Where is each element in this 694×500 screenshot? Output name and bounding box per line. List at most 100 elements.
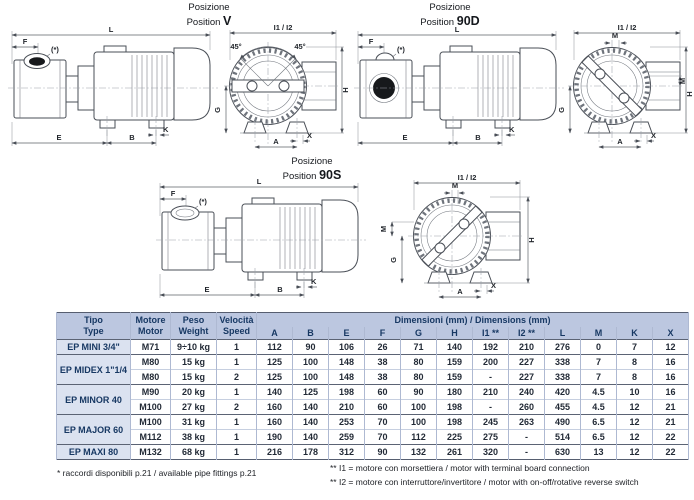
dim-subheader-row: A B E F G H I1 ** I2 ** L M K X	[57, 326, 690, 340]
position-code-90s: 90S	[319, 167, 342, 182]
dim-column-header: X	[651, 326, 690, 340]
value-cell: 514	[544, 429, 581, 445]
table-row: EP MINOR 40 M90 20 kg 1 140 125 198 60 90 180 210 2…	[56, 384, 690, 415]
value-cell: -	[472, 399, 509, 415]
value-cell: 455	[544, 399, 581, 415]
value-cell: 7	[580, 354, 617, 370]
value-cell: 100	[400, 414, 437, 430]
spec-table-head: Tipo Type Motore Motor Peso Weight Velocità…	[56, 312, 690, 340]
dim-label-k: K	[509, 125, 515, 134]
value-cell: 4.5	[580, 399, 617, 415]
dim-column-header: I1 **	[472, 326, 509, 340]
title-position: Position	[282, 170, 317, 182]
dim-column-header: M	[580, 326, 617, 340]
dim-label-b: B	[475, 133, 481, 142]
value-cell: 140	[292, 414, 329, 430]
dim-label-i12: I1 / I2	[274, 23, 293, 32]
dim-label-f: F	[171, 189, 176, 198]
dim-column-header: L	[544, 326, 581, 340]
dim-label-b: B	[129, 133, 135, 142]
value-cell: 312	[328, 444, 365, 460]
value-cell: 216	[256, 444, 293, 460]
dim-column-header: F	[364, 326, 401, 340]
value-cell: 22	[651, 429, 690, 445]
value-cell: 240	[508, 384, 545, 400]
motor-end-cap	[519, 47, 557, 121]
dim-label-m-top: M	[612, 31, 618, 40]
position-code-v: V	[223, 13, 232, 28]
value-cell: 148	[328, 354, 365, 370]
value-cell: 630	[544, 444, 581, 460]
dim-label-a: A	[273, 137, 279, 146]
value-cell: 132	[400, 444, 437, 460]
dim-column-header: H	[436, 326, 473, 340]
pump-port-top	[375, 52, 395, 61]
value-cell: -	[472, 369, 509, 385]
table-row: EP MINI 3/4" M71 9÷10 kg 1 112 90 106 26 71 140 19…	[56, 339, 690, 355]
table-row: EP MAXI 80 M132 68 kg 1 216 178 312 90 132 261 320…	[56, 444, 690, 460]
side-view: L F (*) E	[354, 25, 564, 146]
value-cell: 125	[292, 384, 329, 400]
value-cell: 275	[472, 429, 509, 445]
title-posizione: Posizione	[188, 2, 230, 13]
value-cell: 210	[508, 339, 545, 355]
dim-column-header: K	[616, 326, 653, 340]
value-cell: 200	[472, 354, 509, 370]
pump-type-cell: EP MAJOR 60	[56, 414, 131, 445]
footnote-i2: ** I2 = motore con interruttore/invertit…	[330, 477, 639, 487]
value-cell: 125	[256, 369, 293, 385]
table-row: M112 38 kg 1 190 140 259 70 112 225 275-514 6.5 12 2…	[57, 429, 690, 445]
dim-label-h: H	[685, 91, 694, 96]
dim-label-f: F	[369, 37, 374, 46]
value-cell: 198	[328, 384, 365, 400]
value-cell: 260	[508, 399, 545, 415]
value-cell: 1	[216, 384, 257, 400]
col-header-dimensions: Dimensioni (mm) / Dimensions (mm)	[255, 312, 690, 327]
value-cell: 140	[292, 399, 329, 415]
value-cell: 100	[292, 369, 329, 385]
port-note-label: (*)	[397, 45, 405, 54]
value-cell: 12	[616, 429, 653, 445]
value-cell: 80	[400, 354, 437, 370]
value-cell: 100	[400, 399, 437, 415]
side-view: L F (*) E	[8, 25, 218, 146]
value-cell: 1	[216, 414, 257, 430]
value-cell: 320	[472, 444, 509, 460]
motor-end-cap	[321, 199, 359, 273]
front-view: 45° 45° I1 / I2 G H A X	[213, 23, 350, 149]
value-cell: 2	[216, 399, 257, 415]
title-posizione: Posizione	[291, 156, 333, 167]
value-cell: 338	[544, 354, 581, 370]
value-cell: 26	[364, 339, 401, 355]
front-view: M M I1 / I2 G H A X	[557, 23, 694, 149]
dim-label-i12: I1 / I2	[618, 23, 637, 32]
drawing-title-90s: Posizione Position 90S	[252, 156, 372, 184]
dim-label-f: F	[23, 37, 28, 46]
drawing-group-position-v: Posizione Position V L F (*)	[4, 2, 352, 158]
dim-label-k: K	[163, 125, 169, 134]
value-cell: M80	[130, 354, 171, 370]
front-view: M M I1 / I2 G H A X	[379, 173, 536, 299]
value-cell: 227	[508, 354, 545, 370]
value-cell: 192	[472, 339, 509, 355]
dim-label-g: G	[389, 257, 398, 263]
dim-label-a: A	[457, 287, 463, 296]
position-90d-drawing: L F (*) E	[354, 23, 694, 149]
value-cell: 38	[364, 369, 401, 385]
value-cell: 13	[580, 444, 617, 460]
dim-label-e: E	[56, 133, 61, 142]
pump-type-cell: EP MIDEX 1"1/4	[56, 354, 131, 385]
value-cell: 106	[328, 339, 365, 355]
value-cell: 7	[580, 369, 617, 385]
value-cell: 261	[436, 444, 473, 460]
value-cell: 253	[328, 414, 365, 430]
value-cell: 38 kg	[170, 429, 217, 445]
dim-label-x: X	[491, 281, 496, 290]
value-cell: M90	[130, 384, 171, 400]
value-cell: 125	[256, 354, 293, 370]
value-cell: 70	[364, 429, 401, 445]
value-cell: 198	[436, 399, 473, 415]
value-cell: 160	[256, 399, 293, 415]
value-cell: 112	[400, 429, 437, 445]
